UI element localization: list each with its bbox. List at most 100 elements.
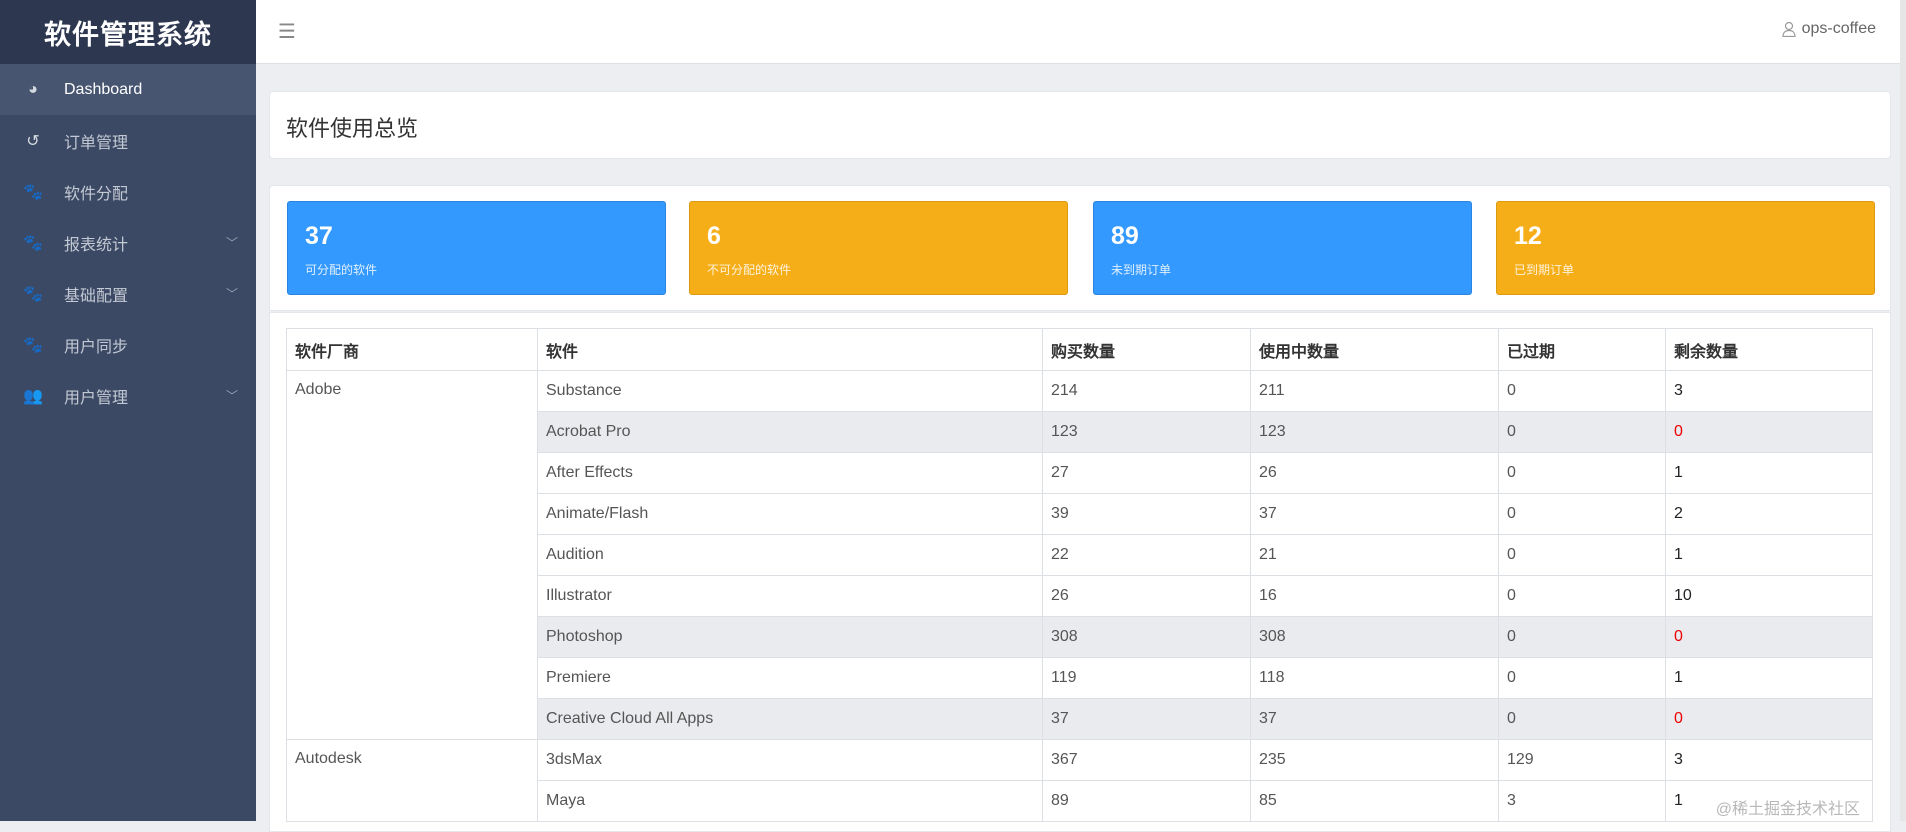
table-row: Animate/Flash 39 37 0 2 bbox=[287, 493, 1873, 535]
software-cell: Animate/Flash bbox=[537, 493, 1043, 535]
purchased-cell: 39 bbox=[1042, 493, 1251, 535]
purchased-cell: 308 bbox=[1042, 616, 1251, 658]
purchased-cell: 89 bbox=[1042, 780, 1251, 822]
remaining-cell: 3 bbox=[1665, 739, 1873, 781]
software-cell: 3dsMax bbox=[537, 739, 1043, 781]
expired-cell: 3 bbox=[1498, 780, 1666, 822]
purchased-cell: 26 bbox=[1042, 575, 1251, 617]
watermark: @稀土掘金技术社区 bbox=[1715, 801, 1860, 818]
software-cell: Illustrator bbox=[537, 575, 1043, 617]
hamburger-icon[interactable]: ☰ bbox=[278, 21, 296, 43]
expired-cell: 0 bbox=[1498, 657, 1666, 699]
table-header-row: 软件厂商 软件 购买数量 使用中数量 已过期 剩余数量 bbox=[286, 328, 1873, 371]
expired-cell: 0 bbox=[1498, 616, 1666, 658]
paw-icon: 🐾 bbox=[23, 285, 43, 303]
column-header: 使用中数量 bbox=[1250, 328, 1499, 371]
expired-cell: 0 bbox=[1498, 370, 1666, 412]
sidebar-item-label: 订单管理 bbox=[64, 134, 129, 152]
table-row: Acrobat Pro 123 123 0 0 bbox=[287, 411, 1873, 453]
remaining-cell: 2 bbox=[1665, 493, 1873, 535]
expired-cell: 0 bbox=[1498, 575, 1666, 617]
sidebar-item-3[interactable]: 🐾 报表统计 ﹀ bbox=[0, 217, 256, 268]
sidebar: 软件管理系统 ◕ Dashboard ↺ 订单管理 🐾 软件分配 🐾 报表统计 ﹀ 🐾 基础配置 ﹀ 🐾… bbox=[0, 0, 256, 821]
column-header: 已过期 bbox=[1498, 328, 1666, 371]
stat-value: 89 bbox=[1111, 222, 1139, 250]
sidebar-item-6[interactable]: 👥 用户管理 ﹀ bbox=[0, 370, 256, 421]
remaining-cell: 1 bbox=[1665, 534, 1873, 576]
table-row: After Effects 27 26 0 1 bbox=[287, 452, 1873, 494]
sidebar-item-label: 软件分配 bbox=[64, 185, 129, 203]
in-use-cell: 37 bbox=[1250, 493, 1499, 535]
user-icon bbox=[1781, 21, 1796, 37]
stat-card[interactable]: 6 不可分配的软件 bbox=[689, 201, 1068, 295]
in-use-cell: 16 bbox=[1250, 575, 1499, 617]
sidebar-item-1[interactable]: ↺ 订单管理 bbox=[0, 115, 256, 166]
sidebar-item-0[interactable]: ◕ Dashboard bbox=[0, 64, 256, 115]
purchased-cell: 22 bbox=[1042, 534, 1251, 576]
paw-icon: 🐾 bbox=[23, 183, 43, 201]
user-menu[interactable]: ops-coffee bbox=[1781, 20, 1876, 38]
purchased-cell: 367 bbox=[1042, 739, 1251, 781]
paw-icon: 🐾 bbox=[23, 336, 43, 354]
sidebar-item-4[interactable]: 🐾 基础配置 ﹀ bbox=[0, 268, 256, 319]
stat-label: 可分配的软件 bbox=[305, 263, 378, 277]
vendor-cell: Autodesk bbox=[286, 739, 538, 822]
remaining-cell: 0 bbox=[1665, 616, 1873, 658]
in-use-cell: 308 bbox=[1250, 616, 1499, 658]
table-row: Photoshop 308 308 0 0 bbox=[287, 616, 1873, 658]
software-cell: Substance bbox=[537, 370, 1043, 412]
software-cell: Maya bbox=[537, 780, 1043, 822]
table-row: Premiere 119 118 0 1 bbox=[287, 657, 1873, 699]
page-scrollbar[interactable] bbox=[1900, 0, 1906, 821]
expired-cell: 0 bbox=[1498, 452, 1666, 494]
purchased-cell: 27 bbox=[1042, 452, 1251, 494]
stat-value: 6 bbox=[707, 222, 721, 250]
stat-value: 37 bbox=[305, 222, 333, 250]
expired-cell: 0 bbox=[1498, 534, 1666, 576]
table-row: Audition 22 21 0 1 bbox=[287, 534, 1873, 576]
dashboard-icon: ◕ bbox=[28, 80, 38, 98]
page-title: 软件使用总览 bbox=[286, 116, 419, 141]
software-table: 软件厂商 软件 购买数量 使用中数量 已过期 剩余数量 Adobe Substance 214… bbox=[286, 328, 1873, 822]
table-row: Maya 89 85 3 1 bbox=[287, 780, 1873, 822]
sidebar-item-5[interactable]: 🐾 用户同步 bbox=[0, 319, 256, 370]
stat-label: 未到期订单 bbox=[1111, 263, 1172, 277]
sidebar-item-label: 用户管理 bbox=[64, 389, 129, 407]
remaining-cell: 10 bbox=[1665, 575, 1873, 617]
expired-cell: 129 bbox=[1498, 739, 1666, 781]
stat-label: 不可分配的软件 bbox=[707, 263, 792, 277]
remaining-cell: 1 bbox=[1665, 657, 1873, 699]
page-title-box: 软件使用总览 bbox=[269, 91, 1891, 159]
app-logo: 软件管理系统 bbox=[0, 0, 256, 64]
software-cell: Audition bbox=[537, 534, 1043, 576]
top-header: ☰ ops-coffee bbox=[256, 0, 1900, 64]
paw-icon: 🐾 bbox=[23, 234, 43, 252]
in-use-cell: 118 bbox=[1250, 657, 1499, 699]
stat-card[interactable]: 12 已到期订单 bbox=[1496, 201, 1875, 295]
in-use-cell: 123 bbox=[1250, 411, 1499, 453]
software-cell: Acrobat Pro bbox=[537, 411, 1043, 453]
in-use-cell: 21 bbox=[1250, 534, 1499, 576]
in-use-cell: 235 bbox=[1250, 739, 1499, 781]
expired-cell: 0 bbox=[1498, 493, 1666, 535]
in-use-cell: 211 bbox=[1250, 370, 1499, 412]
table-row: Illustrator 26 16 0 10 bbox=[287, 575, 1873, 617]
column-header: 软件 bbox=[537, 328, 1043, 371]
chevron-down-icon: ﹀ bbox=[225, 287, 238, 301]
stat-card[interactable]: 89 未到期订单 bbox=[1093, 201, 1472, 295]
column-header: 软件厂商 bbox=[286, 328, 538, 371]
sidebar-item-label: 基础配置 bbox=[64, 287, 129, 305]
purchased-cell: 119 bbox=[1042, 657, 1251, 699]
purchased-cell: 214 bbox=[1042, 370, 1251, 412]
vendor-cell: Adobe bbox=[286, 370, 538, 740]
stat-value: 12 bbox=[1514, 222, 1542, 250]
in-use-cell: 26 bbox=[1250, 452, 1499, 494]
sidebar-item-2[interactable]: 🐾 软件分配 bbox=[0, 166, 256, 217]
stat-card[interactable]: 37 可分配的软件 bbox=[287, 201, 666, 295]
remaining-cell: 3 bbox=[1665, 370, 1873, 412]
users-icon: 👥 bbox=[23, 387, 43, 405]
remaining-cell: 1 bbox=[1665, 452, 1873, 494]
chevron-down-icon: ﹀ bbox=[225, 389, 238, 403]
sidebar-item-label: Dashboard bbox=[64, 80, 143, 98]
expired-cell: 0 bbox=[1498, 411, 1666, 453]
